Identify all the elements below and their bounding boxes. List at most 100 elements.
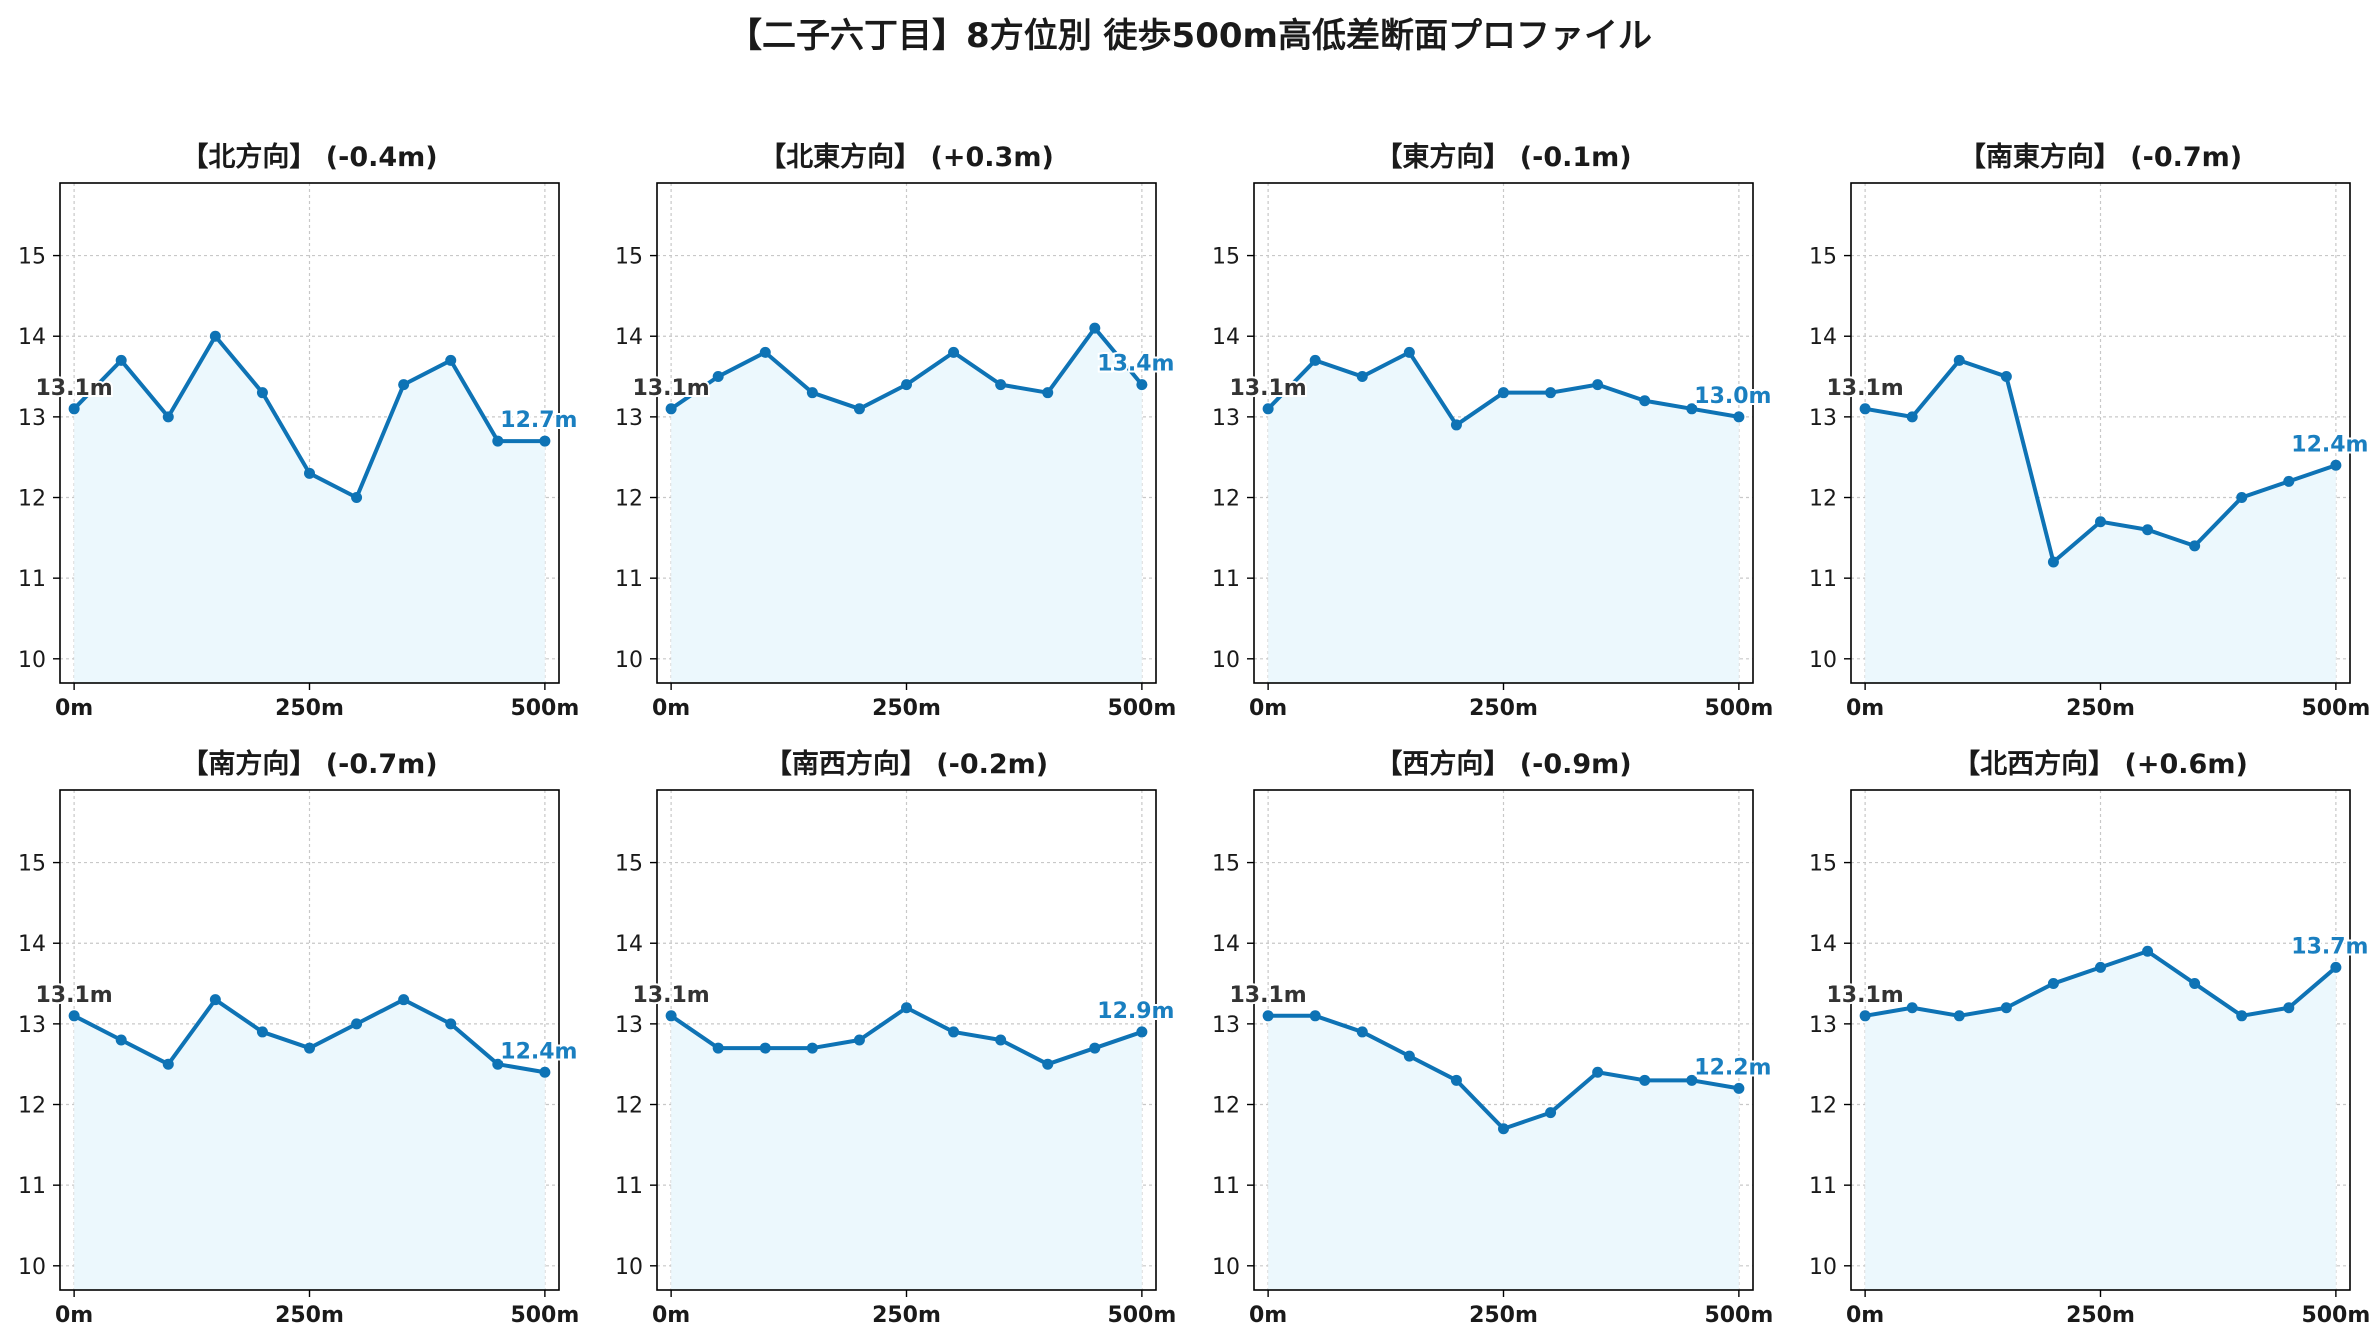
area-fill <box>1865 951 2336 1290</box>
x-tick-label: 500m <box>510 696 579 721</box>
end-elevation-label: 12.4m <box>2291 432 2368 457</box>
data-point <box>1498 1123 1509 1135</box>
data-point <box>759 346 771 358</box>
y-tick-label: 11 <box>18 567 46 592</box>
data-point <box>1639 395 1651 407</box>
y-tick-label: 11 <box>1212 1174 1240 1199</box>
x-tick-label: 500m <box>2301 1303 2370 1328</box>
x-tick-label: 500m <box>1107 696 1176 721</box>
start-elevation-label: 13.1m <box>633 983 710 1008</box>
data-point <box>398 994 410 1006</box>
data-point <box>1309 354 1321 366</box>
data-point <box>1498 387 1509 399</box>
subplot-7: 【西方向】 (-0.9m) 10 11 12 13 14 15 0m 250m 500m 13.1m… <box>1212 748 1773 1328</box>
start-elevation-label: 13.1m <box>633 376 710 401</box>
area-fill <box>1268 352 1739 683</box>
x-tick-label: 250m <box>2066 1303 2135 1328</box>
subplot-2: 【北東方向】 (+0.3m) 10 11 12 13 14 15 0m 250m 500m 13.1… <box>615 141 1176 721</box>
x-tick-label: 0m <box>1249 696 1287 721</box>
y-tick-label: 13 <box>18 406 46 431</box>
data-point <box>1136 379 1148 391</box>
subplot-8: 【北西方向】 (+0.6m) 10 11 12 13 14 15 0m 250m 500m 13.1… <box>1809 748 2370 1328</box>
data-point <box>1592 1066 1604 1078</box>
data-point <box>2095 961 2106 973</box>
data-point <box>901 1002 912 1014</box>
end-elevation-label: 13.4m <box>1097 352 1174 377</box>
data-point <box>901 379 912 391</box>
y-tick-label: 10 <box>615 1255 643 1280</box>
x-tick-label: 0m <box>55 1303 93 1328</box>
data-point <box>539 435 551 447</box>
data-point <box>1859 403 1871 415</box>
data-point <box>853 403 865 415</box>
data-point <box>2236 492 2248 504</box>
data-point <box>1639 1074 1651 1086</box>
y-tick-label: 11 <box>1212 567 1240 592</box>
data-point <box>995 1034 1007 1046</box>
y-tick-label: 15 <box>1809 852 1837 877</box>
y-tick-label: 15 <box>18 852 46 877</box>
end-elevation-label: 13.7m <box>2291 934 2368 959</box>
data-point <box>2189 978 2201 990</box>
data-point <box>68 403 80 415</box>
area-fill <box>74 336 545 683</box>
x-tick-label: 0m <box>652 696 690 721</box>
data-point <box>2236 1010 2248 1022</box>
data-point <box>759 1042 771 1054</box>
y-tick-label: 15 <box>615 245 643 270</box>
data-point <box>1545 387 1557 399</box>
area-fill <box>74 999 545 1290</box>
y-tick-label: 10 <box>18 1255 46 1280</box>
subplot-title: 【北西方向】 (+0.6m) <box>1953 748 2248 780</box>
data-point <box>2047 978 2059 990</box>
data-point <box>2142 524 2154 536</box>
subplot-title: 【北方向】 (-0.4m) <box>181 141 437 173</box>
x-tick-label: 250m <box>275 696 344 721</box>
data-point <box>1906 1002 1918 1014</box>
data-point <box>1356 371 1368 383</box>
data-point <box>115 354 127 366</box>
y-tick-label: 10 <box>1809 648 1837 673</box>
data-point <box>665 403 677 415</box>
data-point <box>1356 1026 1368 1038</box>
data-point <box>2189 540 2201 552</box>
y-tick-label: 11 <box>615 567 643 592</box>
subplot-title: 【南東方向】 (-0.7m) <box>1959 141 2242 173</box>
y-tick-label: 14 <box>1212 325 1240 350</box>
data-point <box>1262 1010 1274 1022</box>
start-elevation-label: 13.1m <box>1827 376 1904 401</box>
data-point <box>539 1066 551 1078</box>
y-tick-label: 14 <box>1809 932 1837 957</box>
x-tick-label: 0m <box>1249 1303 1287 1328</box>
subplot-6: 【南西方向】 (-0.2m) 10 11 12 13 14 15 0m 250m 500m 13.1… <box>615 748 1176 1328</box>
y-tick-label: 10 <box>615 648 643 673</box>
y-tick-label: 11 <box>18 1174 46 1199</box>
data-point <box>1136 1026 1148 1038</box>
data-point <box>2142 945 2154 957</box>
y-tick-label: 13 <box>1809 406 1837 431</box>
figure-title: 【二子六丁目】8方位別 徒歩500m高低差断面プロファイル <box>728 16 1652 56</box>
x-tick-label: 500m <box>1107 1303 1176 1328</box>
data-point <box>2095 516 2106 528</box>
data-point <box>304 467 315 479</box>
area-fill <box>671 328 1142 683</box>
start-elevation-label: 13.1m <box>36 983 113 1008</box>
data-point <box>665 1010 677 1022</box>
end-elevation-label: 12.4m <box>500 1039 577 1064</box>
data-point <box>2000 1002 2012 1014</box>
subplot-title: 【南方向】 (-0.7m) <box>181 748 437 780</box>
y-tick-label: 12 <box>1809 487 1837 512</box>
data-point <box>162 1058 174 1070</box>
y-tick-label: 12 <box>1212 1094 1240 1119</box>
data-point <box>1592 379 1604 391</box>
y-tick-label: 13 <box>615 406 643 431</box>
y-tick-label: 15 <box>1809 245 1837 270</box>
data-point <box>1450 1074 1462 1086</box>
x-tick-label: 0m <box>1846 1303 1884 1328</box>
data-point <box>1450 419 1462 431</box>
subplot-title: 【南西方向】 (-0.2m) <box>765 748 1048 780</box>
data-point <box>806 387 818 399</box>
data-point <box>1089 1042 1101 1054</box>
data-point <box>304 1042 315 1054</box>
data-point <box>1859 1010 1871 1022</box>
